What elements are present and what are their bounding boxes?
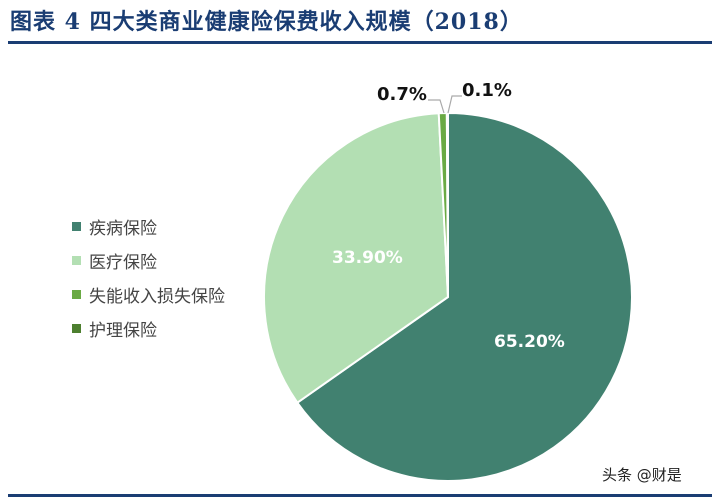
leader-line-nursing [447, 95, 462, 114]
pie-slice-nursing [445, 111, 449, 298]
legend-swatch-disease [72, 221, 81, 231]
legend-label: 护理保险 [89, 320, 157, 341]
legend-item-medical: 医疗保险 [72, 243, 225, 277]
slice-label-nursing: 0.1% [462, 80, 512, 101]
pie-slices [263, 111, 633, 482]
slice-label-disease: 65.20% [494, 332, 565, 352]
chart-legend: 疾病保险 医疗保险 失能收入损失保险 护理保险 [72, 209, 225, 345]
legend-label: 医疗保险 [89, 252, 157, 273]
chart-title: 图表 4 四大类商业健康险保费收入规模（2018） [10, 9, 523, 35]
watermark: 头条 @财是 [602, 466, 682, 484]
legend-label: 疾病保险 [89, 218, 157, 239]
legend-item-nursing: 护理保险 [72, 311, 225, 345]
legend-item-disease: 疾病保险 [72, 209, 225, 243]
leader-line-disability [428, 99, 445, 114]
legend-swatch-disability [72, 289, 81, 299]
legend-swatch-nursing [72, 323, 81, 333]
legend-swatch-medical [72, 255, 81, 265]
legend-label: 失能收入损失保险 [89, 286, 225, 307]
pie-slice-medical [263, 112, 450, 405]
title-rule [8, 41, 712, 44]
legend-item-disability: 失能收入损失保险 [72, 277, 225, 311]
slice-label-disability: 0.7% [377, 84, 427, 105]
slice-label-medical: 33.90% [332, 248, 403, 268]
pie-slice-disease [295, 111, 633, 482]
footer-rule [8, 494, 712, 497]
